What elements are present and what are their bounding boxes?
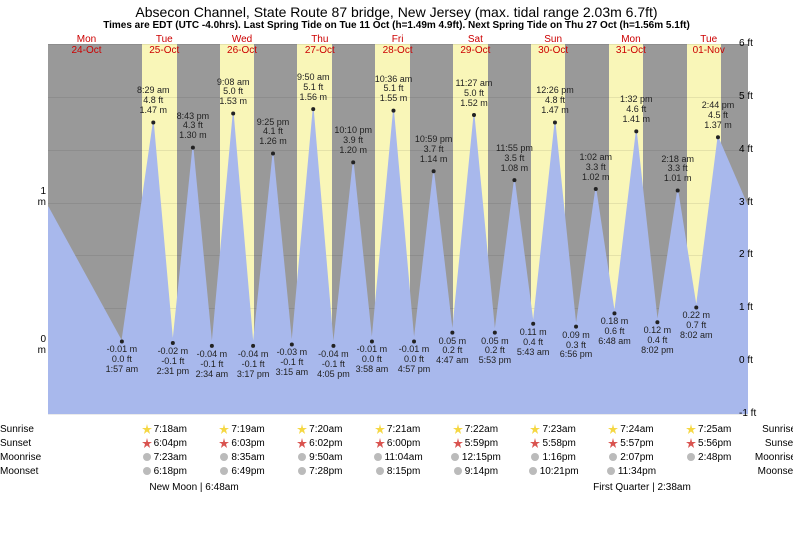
- sunset-value: 6:00pm: [359, 438, 436, 449]
- gridline: [48, 414, 748, 415]
- sunset-label-right: Sunset: [765, 438, 793, 449]
- sunrise-value: 7:23am: [515, 424, 592, 435]
- y-axis-left-tick: 0 m: [30, 334, 46, 356]
- moonset-value: 6:18pm: [126, 466, 203, 477]
- moonrise-value: 8:35am: [204, 452, 281, 463]
- high-tide-label: 1:32 pm4.6 ft1.41 m: [606, 95, 666, 125]
- moonrise-label-right: Moonrise: [755, 452, 793, 463]
- chart-title: Absecon Channel, State Route 87 bridge, …: [0, 0, 793, 20]
- high-tide-label: 8:43 pm4.3 ft1.30 m: [163, 112, 223, 142]
- high-tide-label: 10:59 pm3.7 ft1.14 m: [404, 135, 464, 165]
- plot-area: Mon24-OctTue25-OctWed26-OctThu27-OctFri2…: [48, 44, 748, 414]
- high-tide-label: 12:26 pm4.8 ft1.47 m: [525, 86, 585, 116]
- sunrise-value: 7:20am: [281, 424, 358, 435]
- sunrise-value: 7:25am: [670, 424, 747, 435]
- sunset-value: 6:02pm: [281, 438, 358, 449]
- sunrise-value: 7:18am: [126, 424, 203, 435]
- y-axis-right-tick: 4 ft: [739, 144, 763, 155]
- high-tide-label: 9:25 pm4.1 ft1.26 m: [243, 118, 303, 148]
- low-tide-label: 0.22 m0.7 ft8:02 am: [666, 311, 726, 341]
- high-tide-label: 11:55 pm3.5 ft1.08 m: [484, 144, 544, 174]
- high-tide-label: 2:44 pm4.5 ft1.37 m: [688, 101, 748, 131]
- y-axis-right-tick: 3 ft: [739, 197, 763, 208]
- sunset-value: 5:56pm: [670, 438, 747, 449]
- y-axis-right-tick: 5 ft: [739, 91, 763, 102]
- y-axis-right-tick: 0 ft: [739, 355, 763, 366]
- high-tide-label: 9:08 am5.0 ft1.53 m: [203, 78, 263, 108]
- chart-subtitle: Times are EDT (UTC -4.0hrs). Last Spring…: [0, 20, 793, 33]
- moonset-value: 9:14pm: [437, 466, 514, 477]
- y-axis-right-tick: -1 ft: [739, 408, 763, 419]
- sunset-value: 5:57pm: [592, 438, 669, 449]
- moonrise-value: 1:16pm: [515, 452, 592, 463]
- sunrise-value: 7:22am: [437, 424, 514, 435]
- sunset-label-left: Sunset: [0, 438, 31, 449]
- moon-phase-label: First Quarter | 2:38am: [562, 482, 722, 493]
- moonrise-value: 2:07pm: [592, 452, 669, 463]
- sunrise-value: 7:19am: [204, 424, 281, 435]
- moonset-label-left: Moonset: [0, 466, 38, 477]
- moonrise-value: 7:23am: [126, 452, 203, 463]
- high-tide-label: 9:50 am5.1 ft1.56 m: [283, 73, 343, 103]
- sunrise-label-left: Sunrise: [0, 424, 34, 435]
- y-axis-left-tick: 1 m: [30, 186, 46, 208]
- moonset-label-right: Moonset: [758, 466, 793, 477]
- moonset-value: 7:28pm: [281, 466, 358, 477]
- moonset-value: 8:15pm: [359, 466, 436, 477]
- sunset-value: 5:59pm: [437, 438, 514, 449]
- sunset-value: 6:04pm: [126, 438, 203, 449]
- y-axis-right-tick: 2 ft: [739, 249, 763, 260]
- moonrise-label-left: Moonrise: [0, 452, 41, 463]
- y-axis-right-tick: 6 ft: [739, 38, 763, 49]
- high-tide-label: 10:10 pm3.9 ft1.20 m: [323, 126, 383, 156]
- sunset-value: 6:03pm: [204, 438, 281, 449]
- moonrise-value: 11:04am: [359, 452, 436, 463]
- y-axis-right-tick: 1 ft: [739, 302, 763, 313]
- tide-chart: Absecon Channel, State Route 87 bridge, …: [0, 0, 793, 539]
- high-tide-label: 1:02 am3.3 ft1.02 m: [566, 153, 626, 183]
- high-tide-label: 10:36 am5.1 ft1.55 m: [363, 75, 423, 105]
- moonrise-value: 12:15pm: [437, 452, 514, 463]
- moonset-value: 11:34pm: [592, 466, 669, 477]
- moonrise-value: 9:50am: [281, 452, 358, 463]
- high-tide-label: 11:27 am5.0 ft1.52 m: [444, 79, 504, 109]
- sunrise-value: 7:21am: [359, 424, 436, 435]
- sunrise-value: 7:24am: [592, 424, 669, 435]
- sunrise-label-right: Sunrise: [762, 424, 793, 435]
- moonset-value: 6:49pm: [204, 466, 281, 477]
- sunset-value: 5:58pm: [515, 438, 592, 449]
- moon-phase-label: New Moon | 6:48am: [114, 482, 274, 493]
- moonset-value: 10:21pm: [515, 466, 592, 477]
- high-tide-label: 2:18 am3.3 ft1.01 m: [648, 155, 708, 185]
- moonrise-value: 2:48pm: [670, 452, 747, 463]
